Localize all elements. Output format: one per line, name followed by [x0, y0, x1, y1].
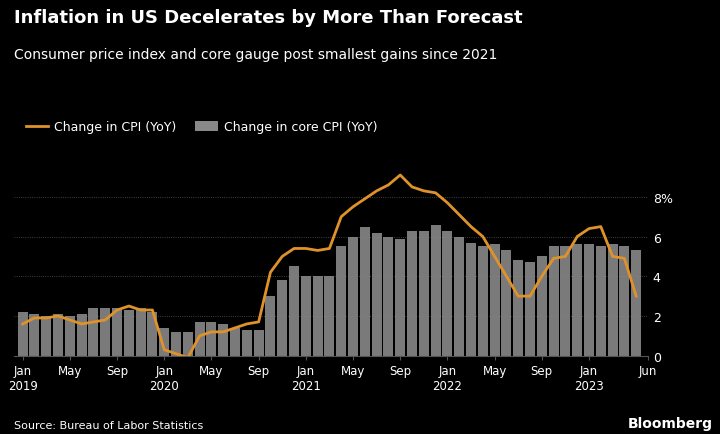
Text: Bloomberg: Bloomberg — [628, 416, 713, 430]
Bar — [325, 276, 335, 356]
Bar — [53, 314, 63, 356]
Bar — [301, 276, 311, 356]
Bar — [501, 251, 511, 356]
Text: Consumer price index and core gauge post smallest gains since 2021: Consumer price index and core gauge post… — [14, 48, 498, 62]
Bar — [124, 310, 134, 356]
Bar — [525, 263, 535, 356]
Bar — [395, 239, 405, 356]
Bar — [89, 308, 99, 356]
Bar — [171, 332, 181, 356]
Bar — [183, 332, 193, 356]
Bar — [277, 281, 287, 356]
Bar — [312, 276, 323, 356]
Bar — [407, 231, 417, 356]
Bar — [431, 225, 441, 356]
Bar — [100, 308, 110, 356]
Bar — [253, 330, 264, 356]
Bar — [148, 312, 158, 356]
Bar — [572, 245, 582, 356]
Bar — [419, 231, 429, 356]
Bar — [65, 316, 75, 356]
Bar — [595, 247, 606, 356]
Bar — [242, 330, 252, 356]
Bar — [478, 247, 488, 356]
Bar — [631, 251, 642, 356]
Bar — [266, 296, 276, 356]
Bar — [112, 308, 122, 356]
Bar — [584, 245, 594, 356]
Bar — [384, 237, 393, 356]
Bar — [135, 308, 145, 356]
Bar — [218, 324, 228, 356]
Bar — [466, 243, 476, 356]
Bar — [18, 312, 27, 356]
Legend: Change in CPI (YoY), Change in core CPI (YoY): Change in CPI (YoY), Change in core CPI … — [21, 116, 382, 139]
Text: Source: Bureau of Labor Statistics: Source: Bureau of Labor Statistics — [14, 420, 204, 430]
Bar — [230, 328, 240, 356]
Bar — [560, 247, 570, 356]
Bar — [454, 237, 464, 356]
Bar — [30, 314, 40, 356]
Bar — [513, 261, 523, 356]
Bar — [207, 322, 217, 356]
Bar — [608, 245, 618, 356]
Bar — [41, 316, 51, 356]
Text: Inflation in US Decelerates by More Than Forecast: Inflation in US Decelerates by More Than… — [14, 9, 523, 26]
Bar — [336, 247, 346, 356]
Bar — [76, 314, 86, 356]
Bar — [289, 267, 299, 356]
Bar — [348, 237, 358, 356]
Bar — [537, 257, 546, 356]
Bar — [442, 231, 452, 356]
Bar — [159, 328, 169, 356]
Bar — [619, 247, 629, 356]
Bar — [360, 227, 370, 356]
Bar — [372, 233, 382, 356]
Bar — [549, 247, 559, 356]
Bar — [490, 245, 500, 356]
Bar — [194, 322, 204, 356]
